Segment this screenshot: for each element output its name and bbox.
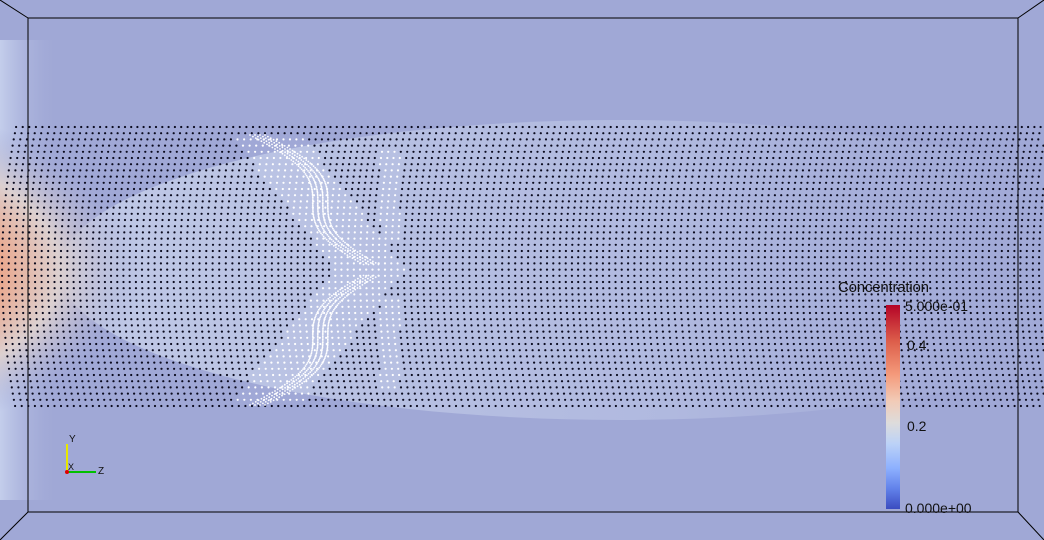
colorbar-tick-label: 0.2: [907, 418, 927, 434]
x-axis-label: X: [68, 462, 74, 472]
y-axis-label: Y: [69, 434, 76, 445]
colorbar-min-label: 0.000e+00: [905, 500, 972, 516]
colorbar-gradient: [886, 305, 900, 509]
z-axis-label: Z: [98, 466, 104, 477]
particle-cloud: [0, 125, 1044, 408]
colorbar-max-label: 5.000e-01: [905, 298, 969, 314]
front-particle-cloud: [249, 134, 380, 406]
colorbar-title: Concentration: [838, 279, 929, 296]
x-axis-dot: [65, 470, 69, 474]
orientation-axes-icon: Y X Z: [65, 434, 104, 477]
colorbar-tick-label: 0.4: [907, 337, 927, 353]
